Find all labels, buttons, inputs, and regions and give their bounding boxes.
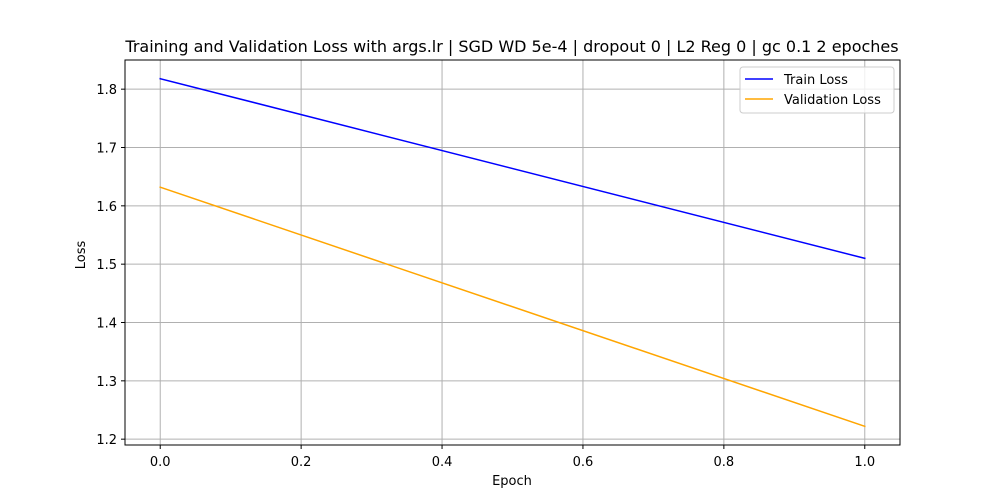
y-tick-label: 1.8 [96,83,117,98]
legend-label-validation-loss: Validation Loss [784,93,881,108]
legend: Train Loss Validation Loss [739,66,895,114]
chart-title: Training and Validation Loss with args.l… [124,37,898,56]
x-tick-label: 0.8 [714,455,735,470]
plot-area-frame [124,59,901,446]
x-tick-label: 0.0 [150,455,171,470]
y-tick-label: 1.7 [96,142,117,157]
grid-lines [125,60,900,445]
legend-box [739,66,895,114]
legend-label-train-loss: Train Loss [783,73,848,88]
y-tick-label: 1.6 [96,200,117,215]
y-axis-label: Loss [74,241,89,270]
y-tick-label: 1.5 [96,258,117,273]
x-axis-label: Epoch [492,474,532,489]
series-line-validation-loss [159,186,866,428]
y-tick-label: 1.4 [96,317,117,332]
x-tick-label: 0.4 [432,455,453,470]
series-line-train-loss [159,77,866,260]
x-tick-label: 0.6 [573,455,594,470]
x-tick-label: 0.2 [291,455,312,470]
y-tick-label: 1.3 [96,375,117,390]
x-tick-label: 1.0 [854,455,875,470]
axis-ticks: 0.0 0.2 0.4 0.6 0.8 1.0 1.2 1.3 1.4 1.5 1.6 1.7 1.8 [96,83,875,470]
data-series [159,77,866,428]
y-tick-label: 1.2 [96,433,117,448]
